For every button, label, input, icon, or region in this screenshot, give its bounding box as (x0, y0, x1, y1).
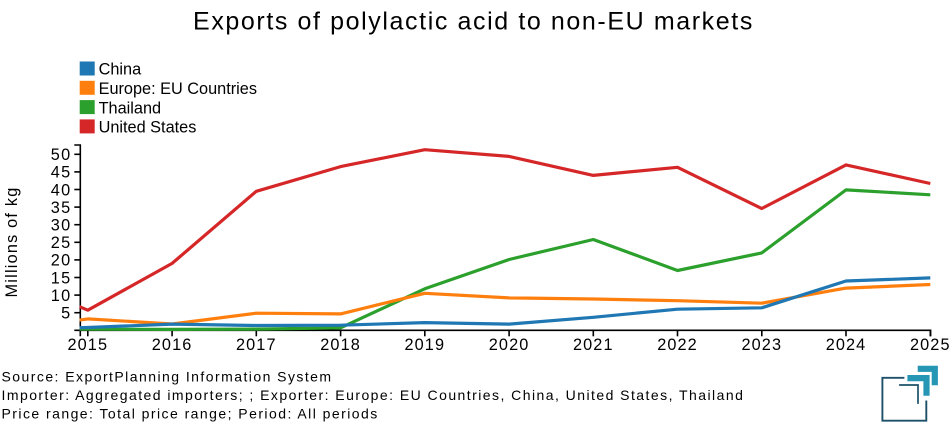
svg-text:2022: 2022 (657, 336, 698, 354)
svg-text:2023: 2023 (741, 336, 782, 354)
svg-text:2017: 2017 (236, 336, 277, 354)
svg-text:10: 10 (51, 287, 72, 305)
svg-text:Importer: Aggregated importers: Importer: Aggregated importers; ; Export… (2, 387, 745, 403)
svg-text:2015: 2015 (67, 336, 108, 354)
svg-text:50: 50 (51, 146, 72, 164)
svg-text:2025: 2025 (910, 336, 950, 354)
svg-text:35: 35 (51, 199, 72, 217)
svg-text:2024: 2024 (826, 336, 867, 354)
svg-text:40: 40 (51, 181, 72, 199)
svg-text:Europe: EU Countries: Europe: EU Countries (99, 80, 257, 98)
svg-text:20: 20 (51, 252, 72, 270)
svg-text:2016: 2016 (152, 336, 193, 354)
svg-text:Exports of polylactic acid to: Exports of polylactic acid to non-EU mar… (193, 8, 754, 36)
svg-text:2018: 2018 (320, 336, 361, 354)
svg-text:45: 45 (51, 164, 72, 182)
svg-text:Millions of kg: Millions of kg (3, 187, 21, 298)
svg-text:Source: ExportPlanning Informa: Source: ExportPlanning Information Syste… (2, 368, 333, 384)
svg-text:25: 25 (51, 234, 72, 252)
svg-text:30: 30 (51, 217, 72, 235)
svg-text:5: 5 (61, 305, 71, 323)
svg-text:2019: 2019 (404, 336, 445, 354)
svg-text:Price range: Total price range: Price range: Total price range; Period: … (2, 406, 379, 422)
svg-text:United States: United States (99, 119, 197, 137)
svg-text:15: 15 (51, 269, 72, 287)
svg-text:Thailand: Thailand (99, 99, 161, 117)
svg-text:China: China (99, 61, 142, 79)
svg-text:2020: 2020 (489, 336, 530, 354)
svg-text:2021: 2021 (573, 336, 614, 354)
